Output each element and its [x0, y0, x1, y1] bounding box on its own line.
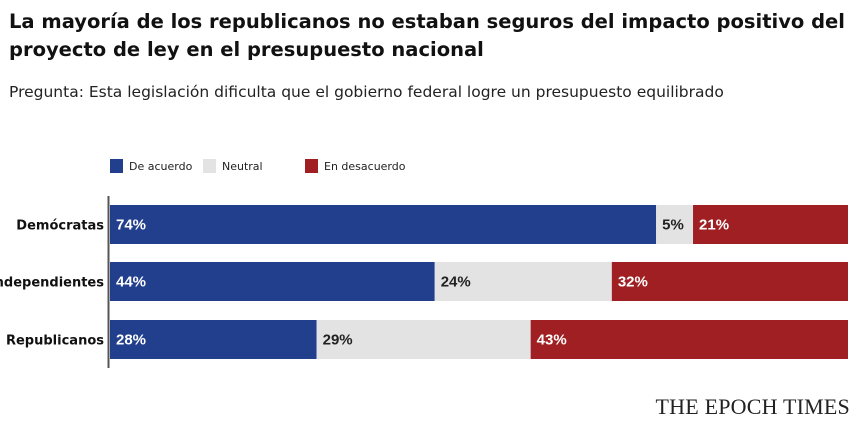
data-label-1-2: 32% [618, 274, 648, 291]
bar-1-1 [434, 262, 612, 301]
chart-subtitle: Pregunta: Esta legislación dificulta que… [9, 83, 724, 101]
data-label-0-2: 21% [699, 217, 729, 234]
bar-1-0 [110, 262, 435, 301]
bar-2-0 [110, 320, 317, 359]
legend-swatch-1 [203, 159, 216, 173]
publisher-logo: THE EPOCH TIMES [655, 394, 850, 419]
bar-0-0 [110, 205, 657, 244]
category-label-2: Republicanos [6, 334, 104, 349]
legend-label-2: En desacuerdo [324, 160, 406, 173]
data-label-1-0: 44% [116, 274, 146, 291]
data-label-2-1: 29% [323, 332, 353, 349]
legend-swatch-0 [110, 159, 123, 173]
data-label-1-1: 24% [441, 274, 471, 291]
legend-label-1: Neutral [222, 160, 263, 173]
legend-swatch-2 [305, 159, 318, 173]
data-label-2-2: 43% [537, 332, 567, 349]
data-label-0-0: 74% [116, 217, 146, 234]
data-label-0-1: 5% [662, 217, 684, 234]
category-label-1: Independientes [0, 276, 104, 291]
chart-title: La mayoría de los republicanos no estaba… [9, 10, 845, 61]
bar-2-1 [316, 320, 531, 359]
category-label-0: Demócratas [16, 219, 104, 234]
data-label-2-0: 28% [116, 332, 146, 349]
bar-1-2 [611, 262, 848, 301]
bar-0-2 [693, 205, 848, 244]
bar-0-1 [656, 205, 694, 244]
bar-2-2 [530, 320, 848, 359]
legend-label-0: De acuerdo [129, 160, 193, 173]
